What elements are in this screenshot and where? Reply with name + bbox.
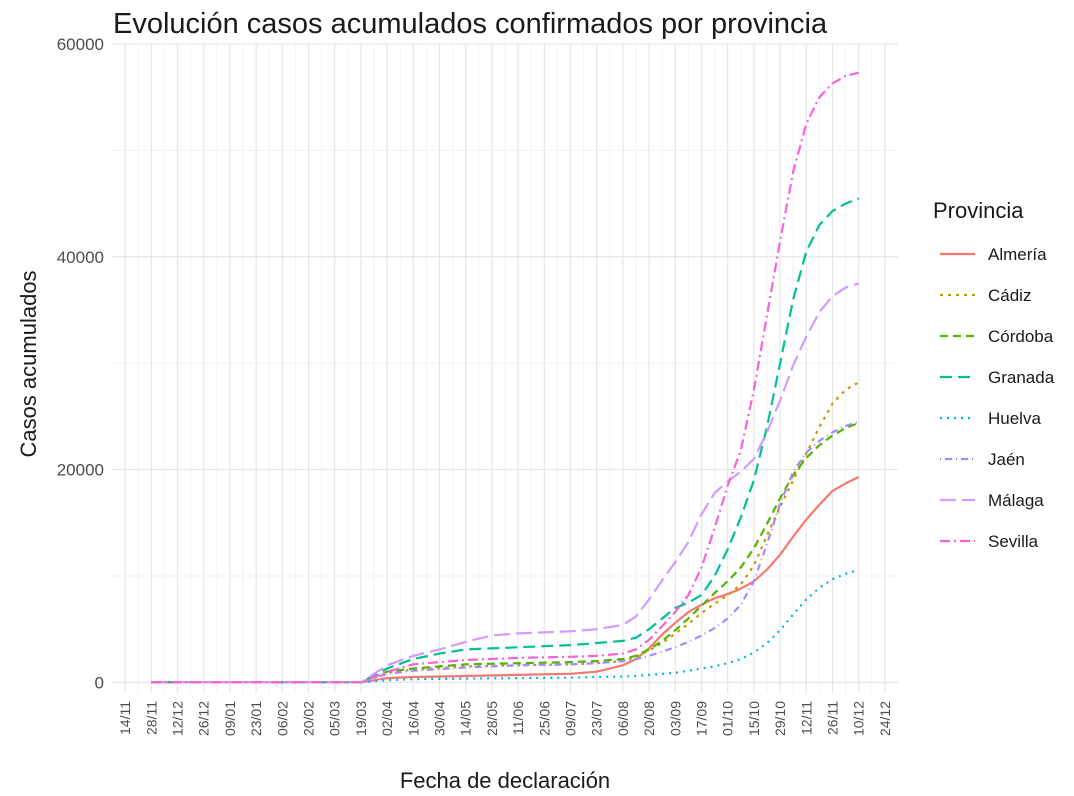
x-tick-label: 26/12 (196, 701, 212, 736)
legend-label: Huelva (988, 409, 1041, 428)
y-tick-label: 20000 (57, 461, 104, 480)
series-line (151, 421, 860, 684)
series-line (151, 71, 859, 684)
x-tick-label: 24/12 (877, 701, 893, 736)
legend-item: Málaga (940, 491, 1044, 510)
x-tick-label: 16/04 (405, 701, 421, 736)
chart-title: Evolución casos acumulados confirmados p… (113, 8, 828, 40)
x-axis-ticks: 14/11 28/11 12/12 26/12 09/01 23/01 06/02 20/02… (117, 701, 893, 736)
legend-item: Huelva (940, 409, 1041, 428)
x-tick-label: 19/03 (353, 701, 369, 736)
legend: Provincia Almería Cádiz Córdoba Granada Huel… (933, 198, 1055, 551)
x-tick-label: 23/07 (589, 701, 605, 736)
x-tick-label: 09/07 (563, 701, 579, 736)
series-line (151, 420, 860, 684)
series-line (151, 282, 860, 684)
series-line (151, 568, 860, 684)
series-line (151, 476, 860, 684)
x-tick-label: 05/03 (327, 701, 343, 736)
x-tick-label: 28/11 (143, 701, 159, 735)
y-tick-label: 40000 (57, 248, 104, 267)
legend-label: Málaga (988, 491, 1044, 510)
legend-title: Provincia (933, 198, 1024, 223)
series-lines (151, 71, 860, 684)
x-tick-label: 06/02 (274, 701, 290, 736)
x-tick-label: 29/10 (772, 701, 788, 736)
legend-label: Almería (988, 245, 1047, 264)
x-tick-label: 09/01 (222, 701, 238, 736)
y-tick-label: 0 (95, 673, 104, 692)
legend-item: Almería (940, 245, 1047, 264)
legend-items: Almería Cádiz Córdoba Granada Huelva Jaén Mála… (940, 245, 1055, 551)
x-tick-label: 23/01 (248, 701, 264, 736)
x-tick-label: 25/06 (536, 701, 552, 736)
x-tick-label: 12/11 (798, 701, 814, 735)
legend-item: Córdoba (940, 327, 1054, 346)
x-tick-label: 01/10 (720, 701, 736, 736)
y-axis-title: Casos acumulados (16, 270, 41, 457)
x-tick-label: 17/09 (694, 701, 710, 736)
legend-label: Jaén (988, 450, 1025, 469)
x-tick-label: 30/04 (432, 701, 448, 736)
legend-label: Sevilla (988, 532, 1039, 551)
x-tick-label: 11/06 (510, 701, 526, 735)
legend-label: Cádiz (988, 286, 1031, 305)
x-tick-label: 12/12 (170, 701, 186, 736)
minor-gridlines (112, 44, 898, 693)
major-gridlines (112, 43, 898, 693)
x-tick-label: 02/04 (379, 701, 395, 736)
y-tick-label: 60000 (57, 35, 104, 54)
x-tick-label: 15/10 (746, 701, 762, 736)
x-tick-label: 03/09 (667, 701, 683, 736)
x-tick-label: 20/08 (641, 701, 657, 736)
x-tick-label: 20/02 (301, 701, 317, 736)
x-tick-label: 06/08 (615, 701, 631, 736)
x-tick-label: 28/05 (484, 701, 500, 736)
x-tick-label: 14/05 (458, 701, 474, 736)
legend-item: Granada (940, 368, 1055, 387)
legend-item: Cádiz (940, 286, 1031, 305)
series-line (151, 197, 860, 684)
legend-item: Jaén (940, 450, 1025, 469)
legend-item: Sevilla (940, 532, 1039, 551)
x-axis-title: Fecha de declaración (400, 768, 610, 793)
x-tick-label: 10/12 (851, 701, 867, 736)
x-tick-label: 26/11 (825, 701, 841, 735)
legend-label: Córdoba (988, 327, 1054, 346)
legend-label: Granada (988, 368, 1055, 387)
x-tick-label: 14/11 (117, 701, 133, 735)
y-axis-ticks: 0 20000 40000 60000 (57, 35, 104, 692)
